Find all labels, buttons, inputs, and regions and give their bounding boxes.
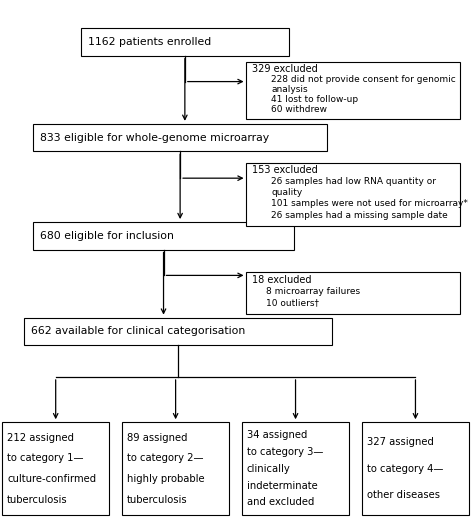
Bar: [242, 422, 349, 515]
Text: and excluded: and excluded: [247, 498, 314, 508]
Text: 26 samples had a missing sample date: 26 samples had a missing sample date: [271, 211, 448, 219]
Text: 329 excluded: 329 excluded: [252, 64, 318, 74]
Text: tuberculosis: tuberculosis: [127, 494, 188, 504]
Text: 228 did not provide consent for genomic: 228 did not provide consent for genomic: [271, 74, 456, 83]
Text: 18 excluded: 18 excluded: [252, 275, 312, 285]
Text: to category 3—: to category 3—: [247, 447, 323, 457]
Text: 833 eligible for whole-genome microarray: 833 eligible for whole-genome microarray: [40, 133, 269, 142]
Text: highly probable: highly probable: [127, 474, 205, 484]
Text: tuberculosis: tuberculosis: [7, 494, 68, 504]
Text: 680 eligible for inclusion: 680 eligible for inclusion: [40, 231, 174, 241]
Text: clinically: clinically: [247, 464, 291, 474]
Text: 8 microarray failures: 8 microarray failures: [266, 287, 361, 296]
Bar: [246, 163, 460, 226]
Bar: [24, 318, 332, 345]
Text: 101 samples were not used for microarray*: 101 samples were not used for microarray…: [271, 199, 468, 208]
Bar: [362, 422, 469, 515]
Text: quality: quality: [271, 188, 302, 197]
Bar: [246, 272, 460, 314]
Text: 1162 patients enrolled: 1162 patients enrolled: [88, 37, 211, 47]
Text: 153 excluded: 153 excluded: [252, 165, 318, 175]
Text: 327 assigned: 327 assigned: [367, 437, 434, 447]
Bar: [122, 422, 229, 515]
Text: 662 available for clinical categorisation: 662 available for clinical categorisatio…: [31, 327, 245, 336]
Bar: [246, 62, 460, 119]
Text: 60 withdrew: 60 withdrew: [271, 105, 327, 114]
Text: 89 assigned: 89 assigned: [127, 433, 188, 443]
Text: analysis: analysis: [271, 85, 308, 94]
Bar: [2, 422, 109, 515]
Text: other diseases: other diseases: [367, 490, 440, 500]
Text: 41 lost to follow-up: 41 lost to follow-up: [271, 95, 358, 104]
Text: 26 samples had low RNA quantity or: 26 samples had low RNA quantity or: [271, 177, 436, 186]
Text: 10 outliers†: 10 outliers†: [266, 298, 319, 307]
Text: culture-confirmed: culture-confirmed: [7, 474, 96, 484]
Text: 34 assigned: 34 assigned: [247, 430, 307, 440]
Text: to category 1—: to category 1—: [7, 453, 83, 463]
Text: to category 4—: to category 4—: [367, 464, 443, 474]
Bar: [33, 222, 294, 250]
Bar: [81, 28, 289, 56]
Bar: [33, 124, 327, 151]
Text: to category 2—: to category 2—: [127, 453, 203, 463]
Text: indeterminate: indeterminate: [247, 481, 318, 491]
Text: 212 assigned: 212 assigned: [7, 433, 74, 443]
